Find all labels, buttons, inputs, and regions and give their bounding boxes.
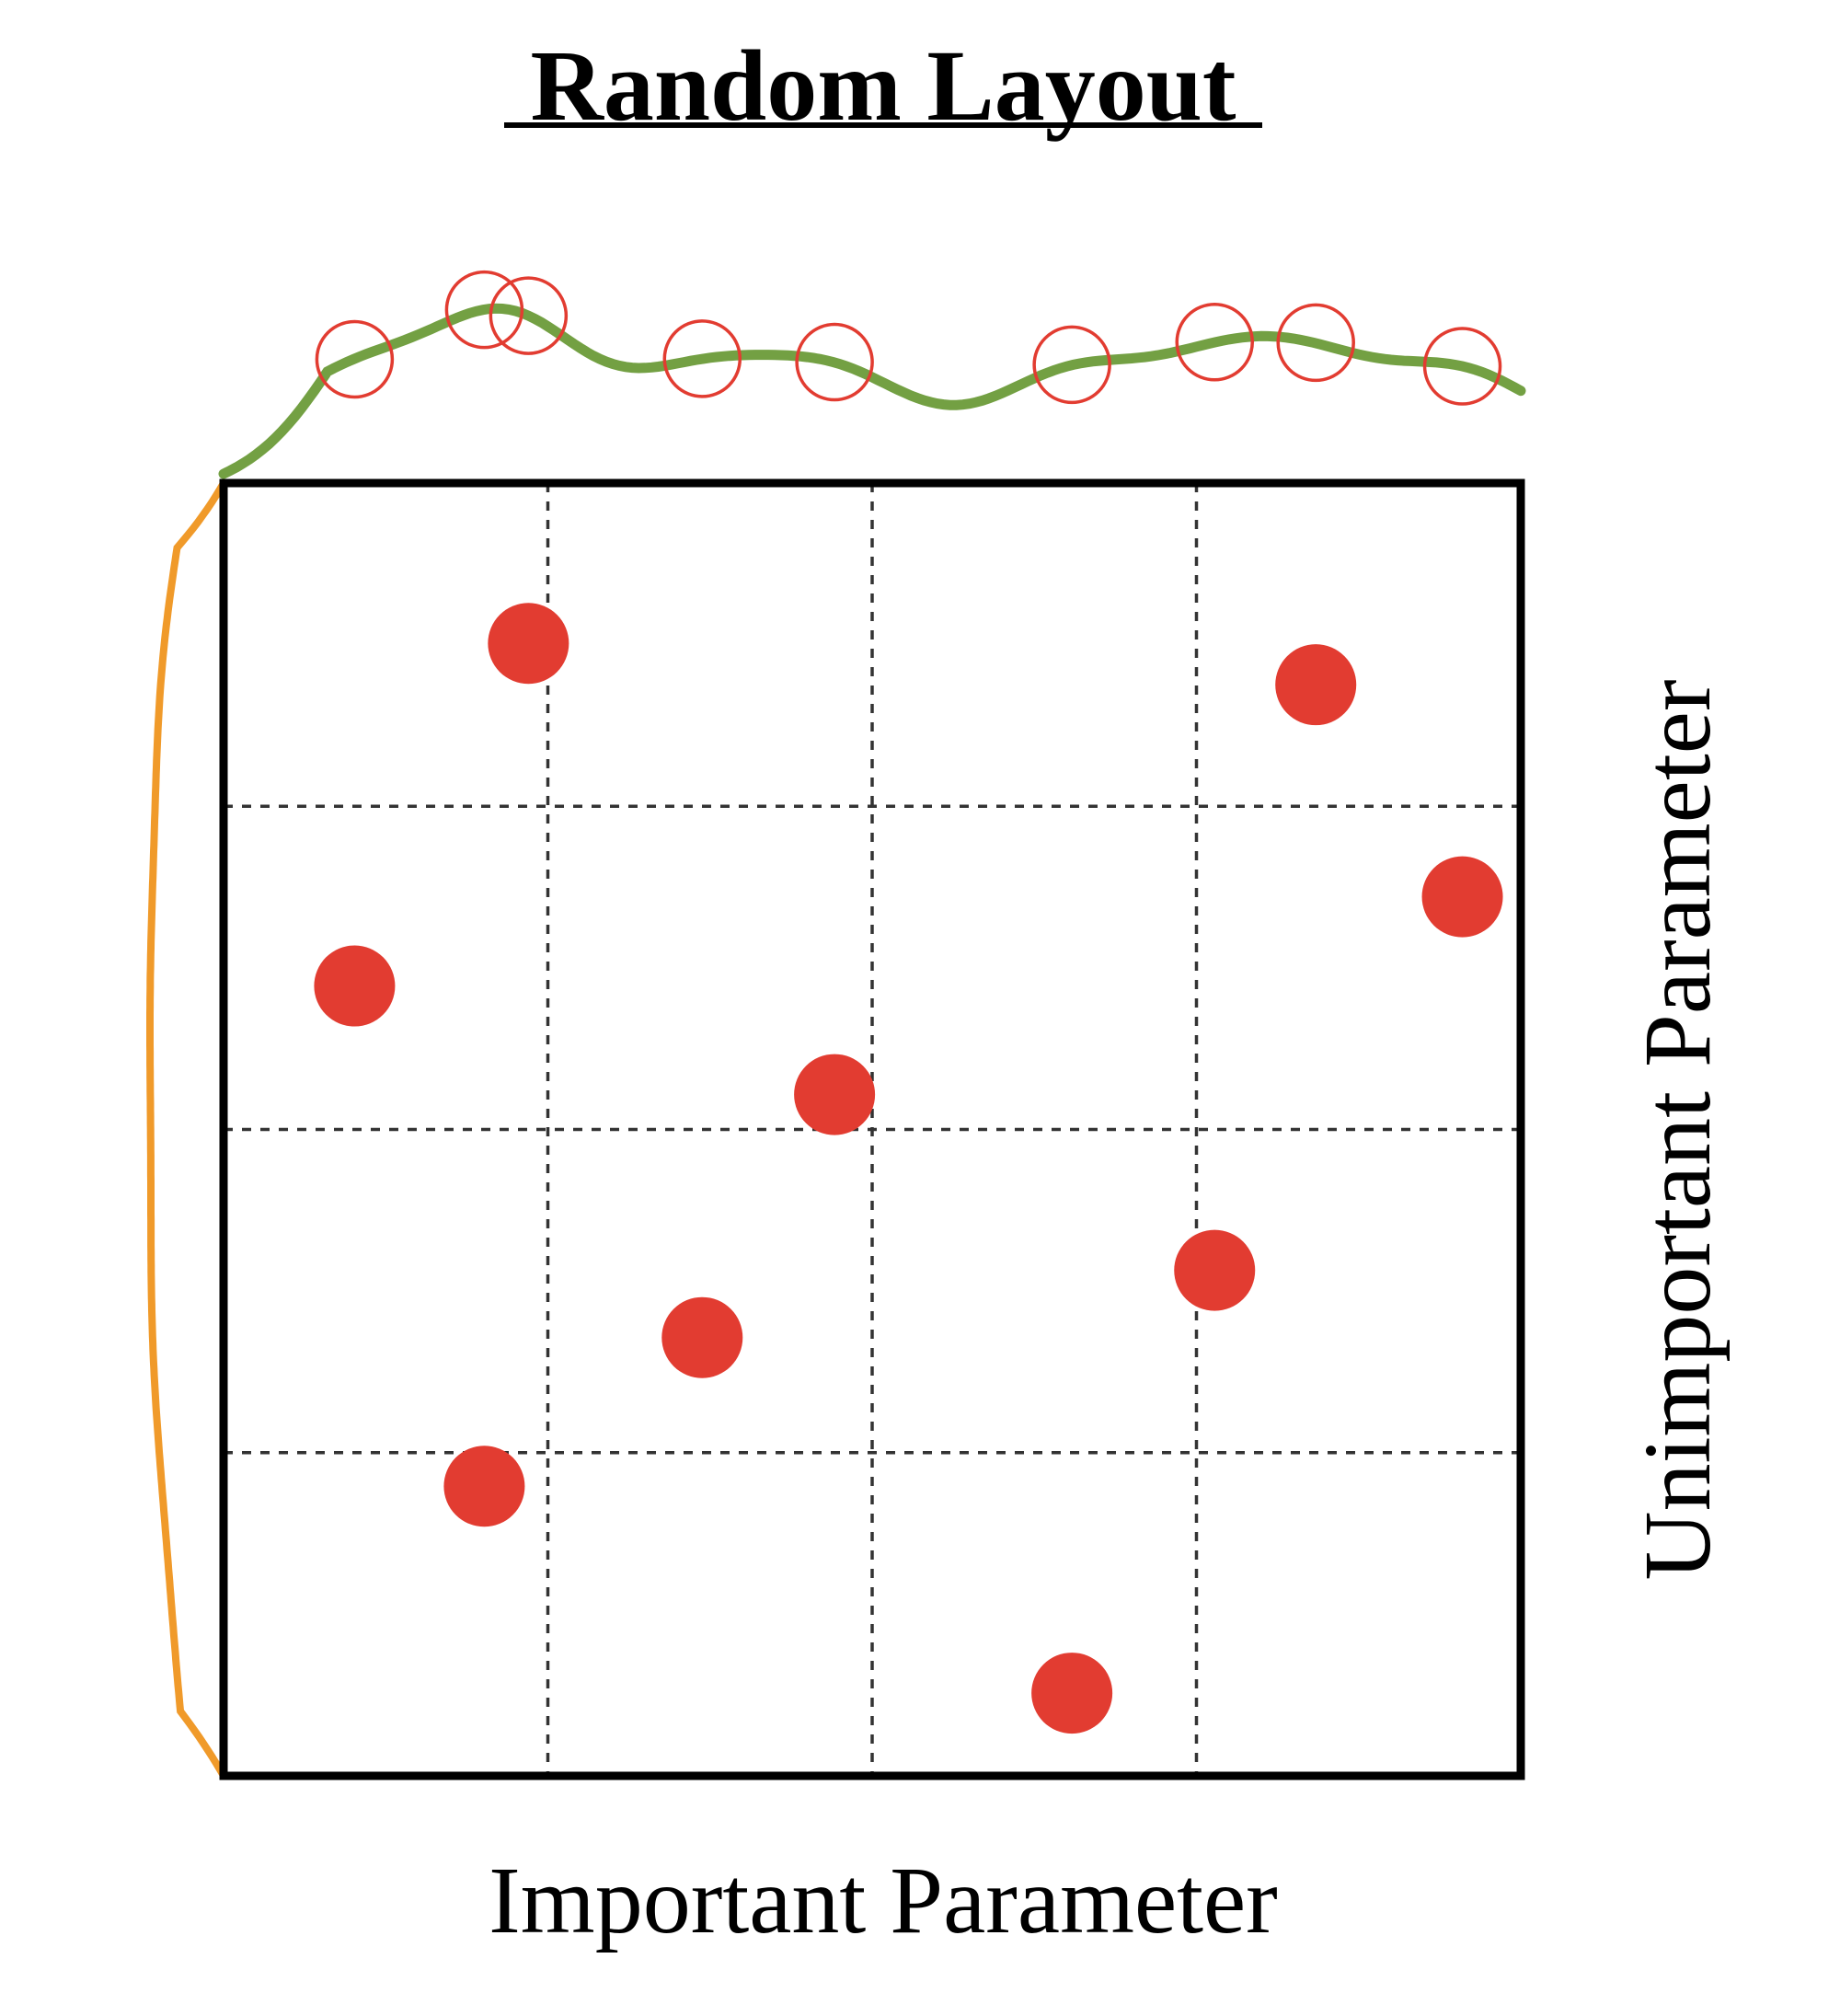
projected-sample-ring xyxy=(662,319,742,398)
sample-point xyxy=(1174,1229,1256,1311)
projected-sample-ring xyxy=(1276,303,1355,383)
projected-sample-ring xyxy=(1032,325,1111,405)
projected-sample-ring xyxy=(795,322,874,402)
projected-sample-ring xyxy=(315,319,395,399)
projected-sample-ring xyxy=(1175,303,1254,382)
x-axis-label: Important Parameter xyxy=(489,1848,1278,1953)
projected-sample-ring xyxy=(1422,327,1502,406)
sample-point xyxy=(794,1054,876,1135)
projected-samples xyxy=(315,270,1502,406)
projected-sample-ring xyxy=(489,276,569,355)
sample-point xyxy=(314,945,396,1027)
y-marginal-density-curve xyxy=(146,479,227,1780)
sample-point xyxy=(488,603,569,685)
sample-points xyxy=(314,603,1503,1734)
projected-sample-ring xyxy=(444,270,524,350)
x-marginal-density-curve xyxy=(218,303,1526,479)
sample-point xyxy=(1275,644,1357,726)
grid-lines xyxy=(224,483,1521,1776)
sample-point xyxy=(443,1446,525,1527)
sample-point xyxy=(661,1296,743,1378)
plot-frame xyxy=(219,478,1525,1780)
sample-point xyxy=(1031,1653,1113,1734)
sample-point xyxy=(1421,856,1503,938)
y-axis-label: Unimportant Parameter xyxy=(1625,679,1731,1580)
